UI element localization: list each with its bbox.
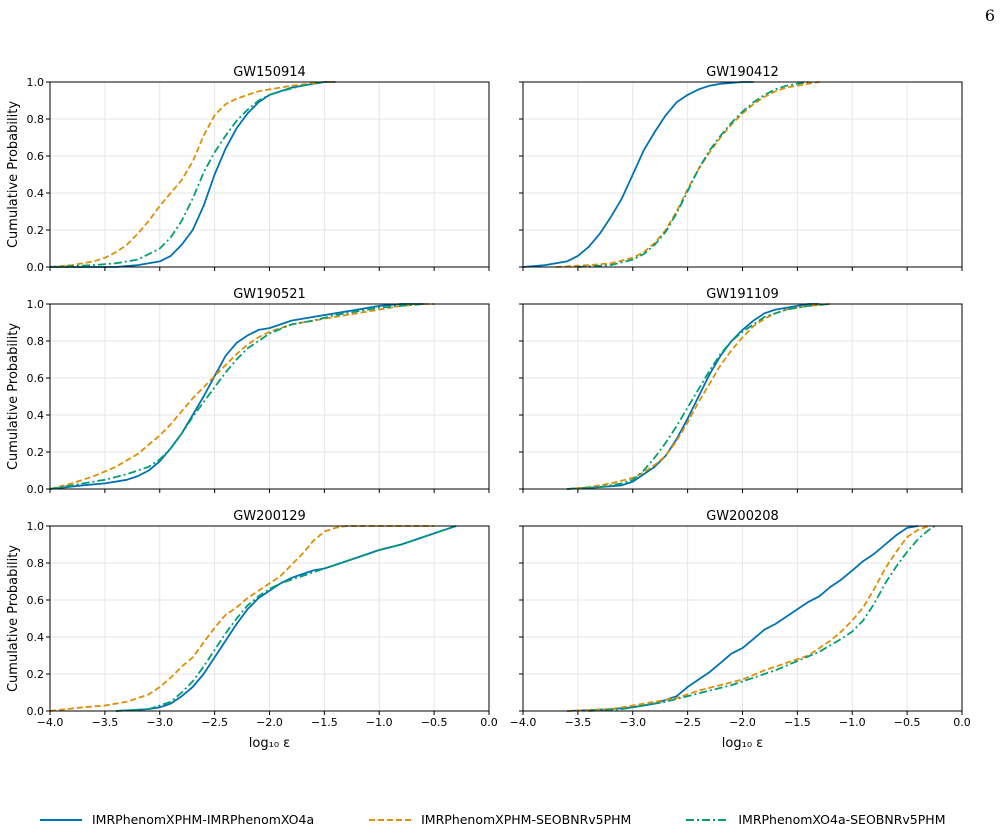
legend-label: IMRPhenomXPHM-IMRPhenomXO4a <box>92 812 315 827</box>
y-tick-label: 0.4 <box>27 631 45 644</box>
series-line-solid <box>50 81 336 268</box>
legend-label: IMRPhenomXO4a-SEOBNRv5PHM <box>738 812 946 827</box>
y-tick-label: 0.4 <box>27 409 45 422</box>
series-line-dashed <box>49 303 435 490</box>
series-line-dashdot <box>588 525 936 712</box>
x-tick-label: −4.0 <box>510 716 537 729</box>
series-line-solid <box>49 303 424 490</box>
x-tick-label: 0.0 <box>480 716 498 729</box>
x-tick-label: −1.0 <box>366 716 393 729</box>
legend-entry: IMRPhenomXPHM-IMRPhenomXO4a <box>40 812 314 827</box>
series-line-solid <box>115 525 457 712</box>
x-tick-label: −1.0 <box>839 716 866 729</box>
y-tick-label: 1.0 <box>27 520 45 533</box>
x-tick-label: −1.5 <box>784 716 811 729</box>
series-line-dashdot <box>577 81 809 268</box>
y-tick-label: 1.0 <box>27 76 45 89</box>
y-tick-label: 0.0 <box>27 705 45 718</box>
y-tick-label: 0.0 <box>27 261 45 274</box>
panel-gw190521: GW190521 0.0 0.2 0.4 0.6 0.8 1.0 Cumulative Pro… <box>6 287 490 496</box>
y-tick-label: 0.6 <box>27 150 45 163</box>
legend-swatch <box>686 818 729 821</box>
series-line-dashdot <box>115 525 457 712</box>
x-tick-label: −2.0 <box>729 716 756 729</box>
y-tick-label: 0.8 <box>27 335 45 348</box>
series-line-dashed <box>49 525 435 712</box>
y-axis-label: Cumulative Probability <box>6 101 21 248</box>
y-tick-label: 0.8 <box>27 557 45 570</box>
legend-label: IMRPhenomXPHM-SEOBNRv5PHM <box>421 812 632 827</box>
x-tick-label: −0.5 <box>421 716 448 729</box>
legend-swatch <box>40 818 82 821</box>
y-tick-label: 0.2 <box>27 224 45 237</box>
panel-gw200129: GW200129 0.0 0.2 0.4 0.6 0.8 1.0 Cumulative Pro… <box>6 509 498 751</box>
legend-swatch <box>369 818 412 821</box>
x-axis-label: log₁₀ ε <box>249 736 290 751</box>
y-tick-label: 0.2 <box>27 668 45 681</box>
y-tick-label: 0.8 <box>27 113 45 126</box>
x-tick-label: −2.5 <box>674 716 701 729</box>
panel-title: GW200208 <box>706 509 779 524</box>
series-line-dashdot <box>49 81 325 268</box>
x-tick-label: −1.5 <box>311 716 338 729</box>
x-tick-label: −3.0 <box>619 716 646 729</box>
series-line-dashed <box>566 303 831 490</box>
panel-gw200208: GW200208 −4.0 −3.5 −3.0 −2.5 −2.0 −1.5 −1.0 −0.5… <box>510 509 971 751</box>
page-number: 6 <box>984 6 995 25</box>
x-axis-label: log₁₀ ε <box>722 736 763 751</box>
y-tick-label: 0.0 <box>27 483 45 496</box>
x-tick-label: −2.5 <box>201 716 228 729</box>
y-tick-label: 1.0 <box>27 298 45 311</box>
series-line-dashed <box>566 525 930 712</box>
panel-title: GW191109 <box>706 287 779 302</box>
x-tick-label: −3.0 <box>146 716 173 729</box>
y-tick-label: 0.2 <box>27 446 45 459</box>
x-tick-label: −2.0 <box>256 716 283 729</box>
y-tick-label: 0.6 <box>27 372 45 385</box>
x-tick-label: −3.5 <box>92 716 119 729</box>
y-axis-label: Cumulative Probability <box>6 545 21 692</box>
panel-gw191109: GW191109 <box>519 287 963 493</box>
x-tick-label: −4.0 <box>37 716 64 729</box>
legend: IMRPhenomXPHM-IMRPhenomXO4a IMRPhenomXPHM… <box>40 812 945 827</box>
panel-title: GW150914 <box>233 65 306 80</box>
x-tick-label: −3.5 <box>565 716 592 729</box>
y-axis-label: Cumulative Probability <box>6 323 21 470</box>
panel-title: GW190521 <box>233 287 306 302</box>
x-tick-label: −0.5 <box>894 716 921 729</box>
x-tick-label: 0.0 <box>953 716 971 729</box>
series-line-dashdot <box>566 303 831 490</box>
panel-title: GW190412 <box>706 65 779 80</box>
y-tick-label: 0.6 <box>27 594 45 607</box>
panel-gw150914: GW150914 0.0 0.2 0.4 0.6 0.8 1.0 Cumulative Pro… <box>6 65 490 274</box>
series-line-solid <box>566 303 820 490</box>
series-line-dashed <box>555 81 820 268</box>
series-line-solid <box>522 81 754 268</box>
legend-entry: IMRPhenomXPHM-SEOBNRv5PHM <box>369 812 631 827</box>
series-line-dashed <box>49 81 336 268</box>
series-line-dashdot <box>49 303 424 490</box>
panel-gw190412: GW190412 <box>519 65 963 271</box>
panel-title: GW200129 <box>233 509 306 524</box>
series-line-solid <box>566 525 919 712</box>
legend-entry: IMRPhenomXO4a-SEOBNRv5PHM <box>686 812 945 827</box>
y-tick-label: 0.4 <box>27 187 45 200</box>
